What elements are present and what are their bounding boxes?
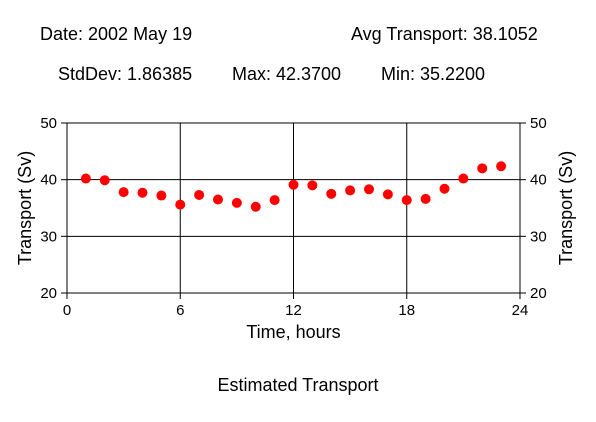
data-point (99, 175, 110, 186)
data-point (175, 199, 186, 210)
data-point (137, 187, 148, 198)
y-tick-label-left: 50 (40, 115, 57, 132)
y-tick-label-right: 30 (530, 228, 547, 245)
data-point (420, 193, 431, 204)
y-axis-label-left: Transport (Sv) (15, 151, 35, 265)
y-tick-label-right: 50 (530, 115, 547, 132)
data-point (382, 189, 393, 200)
x-tick-label: 0 (63, 302, 71, 319)
data-point (269, 195, 280, 206)
data-points (80, 161, 507, 212)
data-point (496, 161, 507, 172)
x-axis-label: Time, hours (246, 322, 340, 342)
data-point (345, 185, 356, 196)
data-point (156, 190, 167, 201)
date-label: Date: 2002 May 19 (40, 24, 193, 44)
y-axis-label-right: Transport (Sv) (556, 151, 576, 265)
data-point (213, 194, 223, 205)
data-point (231, 197, 242, 208)
x-tick-label: 12 (285, 302, 302, 319)
chart-caption: Estimated Transport (217, 375, 379, 395)
data-point (458, 173, 469, 184)
data-point (118, 187, 129, 198)
data-point (477, 163, 488, 174)
data-point (401, 195, 412, 206)
max-label: Max: 42.3700 (232, 64, 342, 84)
data-point (80, 173, 91, 184)
axis-ticks (61, 122, 526, 299)
y-tick-label-left: 40 (40, 172, 57, 189)
y-tick-label-left: 30 (40, 228, 57, 245)
data-point (307, 180, 318, 191)
data-point (439, 183, 450, 194)
x-tick-label: 24 (512, 302, 529, 319)
x-tick-label: 6 (176, 302, 184, 319)
grid-lines (67, 123, 520, 293)
y-tick-label-right: 20 (530, 285, 547, 302)
min-label: Min: 35.2200 (381, 64, 486, 84)
data-point (194, 189, 205, 200)
y-tick-label-left: 20 (40, 285, 57, 302)
avg-transport-label: Avg Transport: 38.1052 (351, 24, 538, 44)
data-point (364, 184, 374, 195)
data-point (288, 179, 299, 190)
stddev-label: StdDev: 1.86385 (58, 64, 193, 84)
data-point (250, 201, 261, 212)
x-tick-label: 18 (398, 302, 415, 319)
y-tick-label-right: 40 (530, 172, 547, 189)
data-point (326, 188, 337, 199)
